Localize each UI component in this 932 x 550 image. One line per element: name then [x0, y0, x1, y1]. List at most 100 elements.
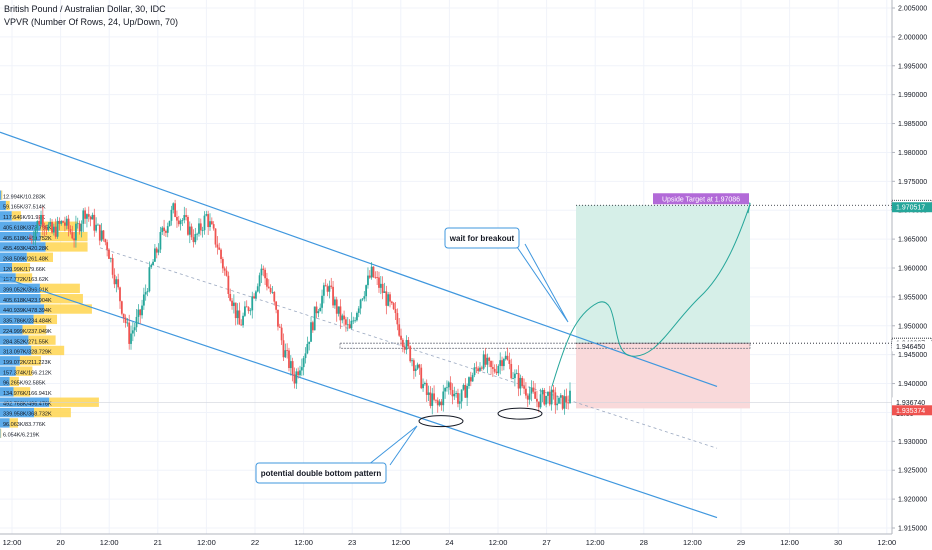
candle-body [293, 374, 296, 384]
price-scale-label-bg [892, 202, 932, 213]
x-tick-label: 12:00 [294, 538, 313, 547]
candle-body [271, 292, 274, 293]
candle-body [431, 393, 434, 406]
candle-body [245, 306, 248, 308]
candle-body [188, 226, 191, 235]
candle-body [552, 389, 555, 393]
candle-body [475, 367, 478, 369]
candle-body [501, 360, 503, 367]
candle-body [368, 275, 371, 278]
candle-body [556, 403, 559, 406]
candle-body [236, 310, 239, 319]
vp-row-label: 199.072K/211.223K [3, 360, 52, 366]
candle-body [317, 311, 320, 314]
bottom-1-ellipse [418, 415, 464, 428]
y-tick-label: 1.965000 [898, 237, 927, 244]
candle-body [407, 340, 410, 347]
candle-body [109, 258, 112, 259]
vp-down-bar [28, 335, 56, 345]
candle-body [545, 395, 548, 405]
candle-body [29, 239, 31, 240]
position-zones [0, 204, 892, 409]
candle-body [117, 279, 120, 288]
candle-body [536, 398, 538, 402]
breakout-callout-text: wait for breakout [449, 234, 515, 243]
candle-body [255, 291, 257, 299]
x-tick-label: 12:00 [391, 538, 410, 547]
vp-down-bar [5, 200, 10, 211]
candle-body [471, 375, 474, 382]
candle-body [482, 354, 485, 369]
candle-body [256, 286, 259, 292]
candle-body [56, 220, 59, 237]
y-tick-label: 1.925000 [898, 468, 927, 475]
candle-body [223, 268, 226, 271]
candle-body [130, 333, 132, 344]
candle-body [278, 326, 281, 328]
candle-body [400, 335, 402, 340]
indicator-label[interactable]: VPVR (Number Of Rows, 24, Up/Down, 70) [4, 17, 179, 27]
vp-down-bar [31, 345, 65, 356]
candle-body [139, 309, 142, 316]
candle-body [225, 270, 228, 276]
channel-upper-line [0, 131, 718, 388]
candle-body [80, 223, 83, 232]
chart-title: British Pound / Australian Dollar, 30, I… [4, 4, 166, 14]
candle-body [196, 233, 199, 235]
candle-body [412, 360, 415, 371]
vp-row-label: 96.265K/92.585K [3, 381, 46, 387]
candle-body [356, 312, 358, 321]
x-tick-label: 20 [56, 538, 64, 547]
candle-body [304, 353, 307, 359]
candle-body [218, 247, 221, 250]
candle-body [258, 275, 261, 287]
candle-body [367, 275, 369, 286]
vp-up-bar [0, 221, 41, 231]
vp-row-label: 120.99K/179.66K [3, 267, 46, 273]
candle-body [392, 303, 395, 310]
candle-body [177, 220, 180, 225]
candle-body [343, 315, 345, 320]
x-tick-label: 12:00 [586, 538, 605, 547]
annotations: wait for breakout potential double bottom… [255, 193, 751, 484]
candle-body [104, 239, 107, 243]
candle-body [86, 214, 88, 219]
candle-body [32, 238, 35, 240]
vp-row-label: 157.772K/163.62K [3, 277, 49, 283]
candle-body [133, 327, 136, 331]
x-tick-label: 22 [251, 538, 259, 547]
candle-body [152, 261, 154, 265]
candle-body [488, 357, 491, 361]
candle-body [381, 283, 384, 293]
vp-down-bar [0, 428, 2, 438]
candle-body [124, 317, 127, 323]
vp-up-bar [0, 376, 10, 387]
channel-lower-line [0, 276, 718, 519]
candle-body [119, 287, 121, 302]
candle-body [95, 224, 98, 231]
candle-body [198, 223, 200, 234]
candle-body [502, 359, 505, 367]
candle-body [266, 278, 268, 287]
candle-body [387, 294, 390, 306]
candle-body [332, 286, 334, 306]
candle-body [238, 310, 241, 325]
candle-body [515, 373, 518, 374]
candle-body [335, 299, 338, 314]
candle-body [71, 232, 74, 239]
target-label-bg [653, 193, 749, 205]
candle-body [563, 396, 566, 409]
candle-body [89, 216, 92, 220]
candle-body [108, 249, 110, 259]
candle-body [416, 364, 419, 369]
candle-body [341, 315, 344, 321]
candle-body [144, 292, 147, 295]
y-tick-label: 1.990000 [898, 92, 927, 99]
candle-body [227, 275, 230, 294]
candle-body [157, 249, 160, 253]
candle-body [201, 230, 204, 232]
candle-body [87, 214, 90, 217]
candle-body [385, 291, 388, 306]
candle-body [429, 392, 432, 406]
